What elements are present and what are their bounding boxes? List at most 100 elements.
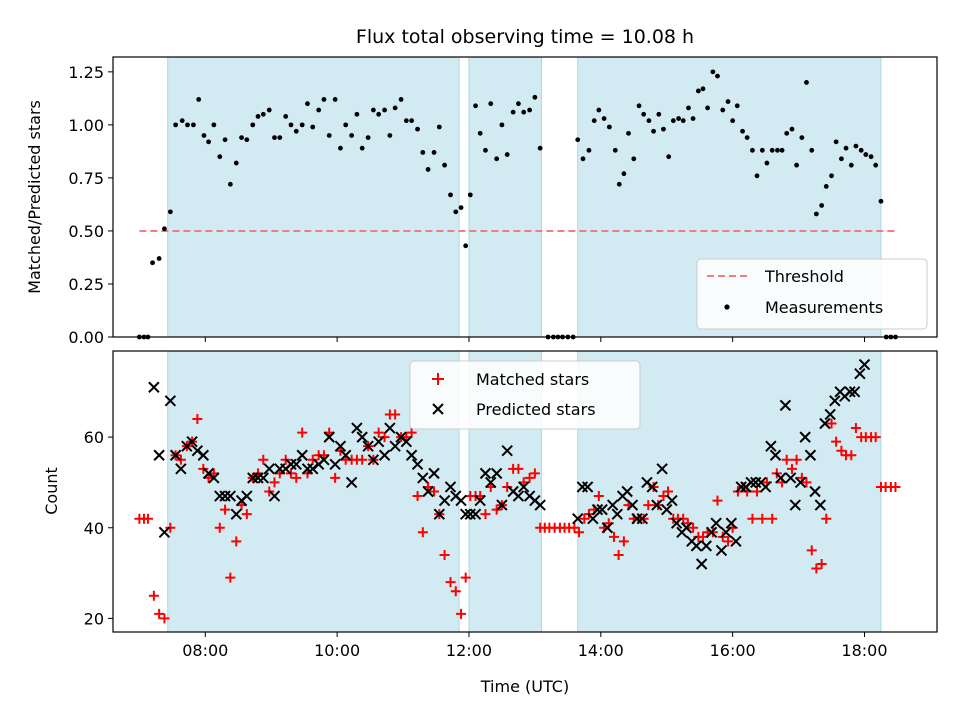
measurement-point [789, 126, 795, 132]
measurement-point [382, 107, 387, 113]
predicted-star-point [148, 381, 160, 393]
matched-star-point [159, 613, 170, 624]
measurement-point [661, 126, 666, 132]
predicted-star-point [384, 422, 396, 434]
predicted-star-point [469, 508, 482, 520]
matched-star-point [579, 513, 590, 524]
matched-star-point [712, 495, 723, 506]
predicted-star-point [372, 435, 385, 448]
predicted-star-point [804, 449, 817, 461]
measurement-point [868, 154, 874, 160]
measurement-point [804, 80, 809, 85]
matched-star-point [439, 549, 450, 560]
measurement-point [442, 162, 447, 168]
predicted-star-point [417, 472, 429, 484]
measurement-point [510, 109, 516, 115]
measurement-point [185, 122, 190, 128]
predicted-star-point [501, 445, 513, 457]
measurement-point [156, 256, 162, 261]
matched-star-point [165, 522, 176, 533]
ratio-observing-span [167, 56, 460, 338]
legend-matched-swatch [432, 373, 444, 385]
matched-star-point [747, 513, 758, 524]
measurement-point [823, 183, 829, 189]
measurement-point [370, 107, 376, 113]
matched-star-point [831, 436, 842, 447]
predicted-star-point [799, 431, 811, 443]
matched-star-point [801, 477, 812, 488]
measurement-point [239, 135, 244, 141]
measurement-point [272, 135, 277, 141]
predicted-star-point [186, 435, 198, 448]
predicted-star-point [474, 494, 486, 507]
measurement-point [750, 147, 755, 153]
predicted-star-point [438, 494, 451, 507]
matched-star-point [502, 481, 513, 492]
legend-predicted-swatch [432, 403, 444, 415]
predicted-star-point [715, 544, 728, 557]
predicted-star-point [789, 499, 801, 511]
matched-star-point [429, 486, 440, 497]
measurement-point [359, 145, 365, 151]
predicted-star-point [512, 490, 525, 502]
count-y-tick-label: 20 [84, 609, 104, 628]
predicted-star-point [257, 472, 270, 484]
count-y-tick-label: 40 [84, 519, 104, 538]
matched-star-point [850, 423, 861, 434]
measurement-point [734, 103, 740, 109]
predicted-star-point [400, 435, 413, 448]
matched-star-point [192, 413, 203, 424]
predicted-star-point [405, 449, 418, 461]
matched-star-point [786, 463, 797, 474]
matched-star-point [258, 454, 269, 465]
measurement-point [217, 154, 223, 160]
matched-star-point [291, 472, 302, 483]
predicted-star-point [779, 399, 792, 412]
measurement-point [244, 137, 250, 143]
matched-star-point [231, 536, 242, 547]
predicted-star-point [695, 558, 708, 570]
x-tick-label: 14:00 [578, 641, 624, 660]
predicted-star-point [339, 449, 352, 461]
measurement-point [532, 94, 538, 100]
predicted-star-point [710, 517, 722, 529]
measurement-point [646, 118, 652, 124]
matched-star-point [767, 513, 778, 524]
matched-star-point [791, 454, 802, 465]
predicted-star-point [318, 454, 330, 466]
measurement-point [710, 69, 716, 75]
measurement-point [730, 118, 736, 124]
predicted-star-point [459, 508, 472, 520]
matched-star-point [608, 531, 619, 542]
measurement-point [700, 86, 706, 92]
measurement-point [516, 101, 521, 107]
matched-star-point [373, 427, 384, 438]
predicted-star-point [720, 526, 732, 538]
measurement-point [575, 137, 581, 143]
measurement-point [415, 126, 420, 132]
matched-star-point [406, 427, 417, 438]
predicted-star-point [680, 522, 693, 534]
predicted-star-point [784, 472, 797, 484]
measurement-point [843, 145, 849, 151]
predicted-star-point [829, 395, 841, 407]
measurement-point [839, 156, 844, 162]
measurement-point [463, 243, 469, 249]
matched-star-point [593, 491, 604, 502]
predicted-star-point [809, 485, 821, 498]
predicted-star-point [814, 499, 827, 511]
measurement-point [365, 135, 371, 141]
measurement-point [779, 147, 785, 153]
legend-matched-label: Matched stars [476, 370, 589, 389]
measurement-point [863, 152, 869, 157]
measurement-point [173, 122, 179, 128]
matched-star-point [826, 418, 837, 429]
legend-measurements-label: Measurements [765, 298, 883, 317]
predicted-star-point [345, 476, 358, 489]
ratio-y-tick-label: 1.00 [68, 116, 104, 135]
measurement-point [666, 154, 672, 160]
measurement-point [431, 150, 437, 155]
legend-threshold-label: Threshold [764, 267, 844, 286]
predicted-star-point [596, 503, 608, 516]
x-tick-label: 10:00 [314, 641, 360, 660]
